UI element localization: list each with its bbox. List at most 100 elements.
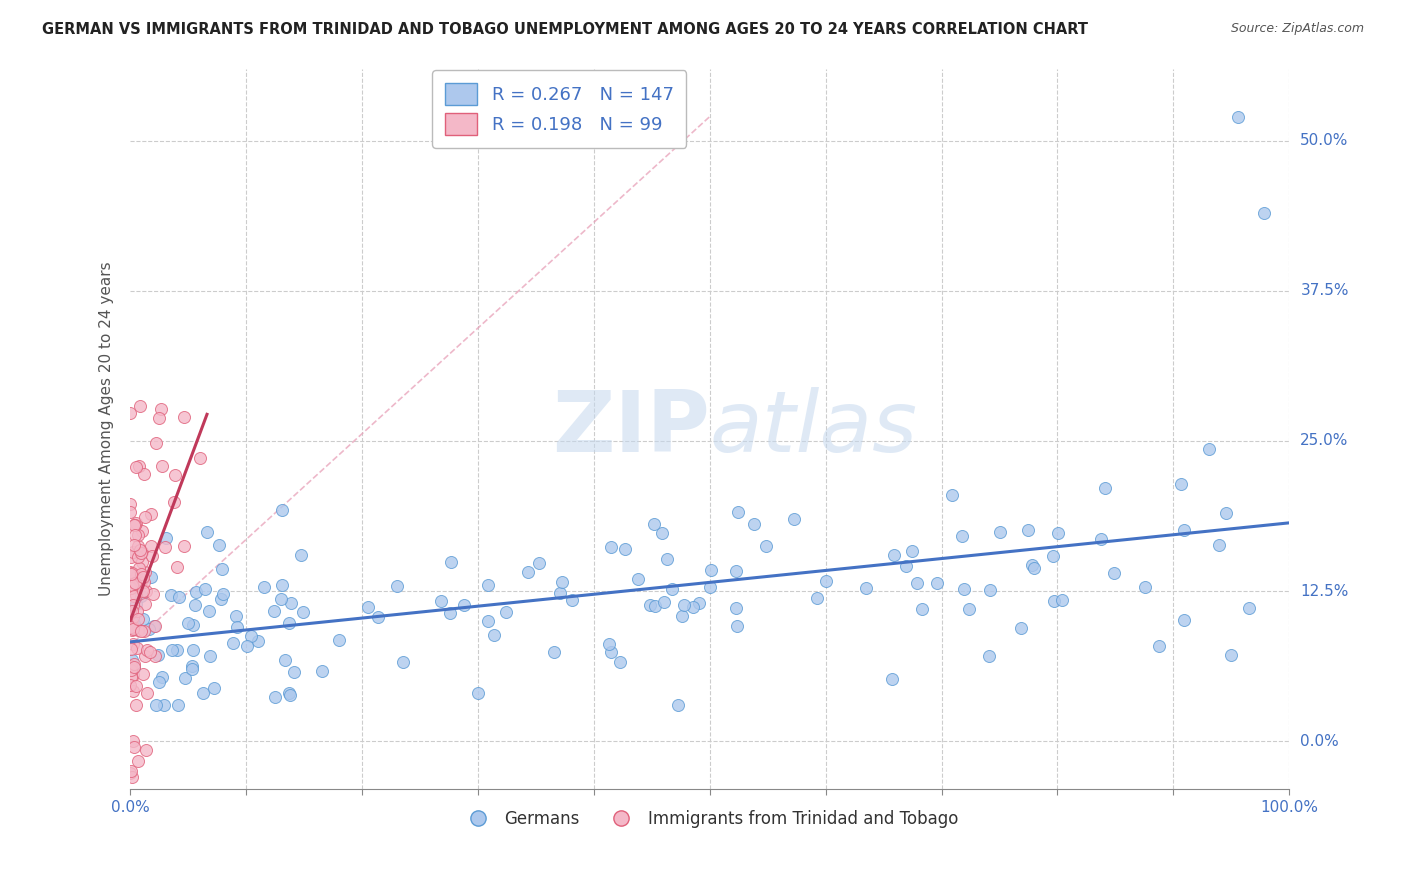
- Point: [183, 598, 205, 612]
- Point: [166, 560, 188, 574]
- Point: [125, 641, 148, 656]
- Text: 12.5%: 12.5%: [1301, 583, 1348, 599]
- Point: [744, 517, 766, 532]
- Point: [193, 582, 215, 596]
- Point: [911, 602, 934, 616]
- Point: [957, 602, 980, 616]
- Point: [120, 581, 142, 595]
- Point: [561, 592, 583, 607]
- Point: [882, 673, 904, 687]
- Point: [167, 590, 190, 604]
- Point: [145, 698, 167, 712]
- Point: [141, 570, 163, 584]
- Point: [699, 581, 721, 595]
- Point: [121, 653, 143, 667]
- Point: [125, 460, 148, 475]
- Point: [134, 575, 156, 590]
- Point: [643, 516, 665, 531]
- Point: [173, 409, 195, 424]
- Point: [149, 402, 172, 417]
- Text: GERMAN VS IMMIGRANTS FROM TRINIDAD AND TOBAGO UNEMPLOYMENT AMONG AGES 20 TO 24 Y: GERMAN VS IMMIGRANTS FROM TRINIDAD AND T…: [42, 22, 1088, 37]
- Point: [724, 601, 747, 615]
- Point: [236, 639, 259, 653]
- Point: [551, 575, 574, 590]
- Point: [290, 548, 312, 562]
- Point: [671, 608, 693, 623]
- Point: [1094, 481, 1116, 495]
- Point: [280, 596, 302, 610]
- Point: [122, 545, 145, 559]
- Point: [225, 609, 247, 624]
- Point: [979, 582, 1001, 597]
- Point: [222, 636, 245, 650]
- Point: [128, 458, 150, 473]
- Point: [666, 698, 689, 713]
- Point: [253, 580, 276, 594]
- Point: [124, 661, 146, 675]
- Point: [162, 643, 184, 657]
- Point: [120, 766, 142, 780]
- Point: [127, 754, 149, 768]
- Point: [202, 681, 225, 696]
- Point: [208, 538, 231, 552]
- Point: [120, 620, 142, 634]
- Point: [1208, 538, 1230, 552]
- Point: [184, 585, 207, 599]
- Point: [598, 637, 620, 651]
- Point: [925, 575, 948, 590]
- Point: [150, 458, 173, 473]
- Point: [1147, 640, 1170, 654]
- Point: [181, 643, 204, 657]
- Point: [453, 598, 475, 612]
- Text: 25.0%: 25.0%: [1301, 434, 1348, 449]
- Point: [120, 606, 142, 620]
- Point: [209, 591, 232, 606]
- Point: [121, 621, 143, 635]
- Point: [120, 670, 142, 684]
- Point: [1253, 205, 1275, 219]
- Point: [271, 578, 294, 592]
- Point: [529, 556, 551, 570]
- Point: [953, 582, 976, 597]
- Point: [138, 645, 160, 659]
- Point: [129, 543, 152, 558]
- Point: [1050, 592, 1073, 607]
- Point: [270, 591, 292, 606]
- Point: [124, 528, 146, 542]
- Point: [855, 582, 877, 596]
- Point: [121, 613, 143, 627]
- Point: [655, 551, 678, 566]
- Point: [148, 675, 170, 690]
- Point: [121, 578, 143, 592]
- Point: [181, 618, 204, 632]
- Text: 0.0%: 0.0%: [1301, 734, 1339, 748]
- Point: [688, 596, 710, 610]
- Point: [755, 539, 778, 553]
- Point: [153, 540, 176, 554]
- Point: [651, 526, 673, 541]
- Text: 50.0%: 50.0%: [1301, 133, 1348, 148]
- Point: [120, 764, 142, 779]
- Point: [122, 538, 145, 552]
- Point: [263, 604, 285, 618]
- Point: [180, 662, 202, 676]
- Point: [609, 655, 631, 669]
- Point: [121, 683, 143, 698]
- Point: [129, 567, 152, 582]
- Point: [197, 604, 219, 618]
- Point: [121, 770, 143, 784]
- Point: [129, 546, 152, 560]
- Point: [148, 411, 170, 425]
- Point: [134, 648, 156, 663]
- Point: [125, 570, 148, 584]
- Point: [440, 555, 463, 569]
- Point: [143, 619, 166, 633]
- Point: [188, 451, 211, 466]
- Point: [127, 549, 149, 564]
- Point: [907, 575, 929, 590]
- Point: [124, 518, 146, 533]
- Point: [1226, 110, 1249, 124]
- Point: [328, 632, 350, 647]
- Point: [135, 743, 157, 757]
- Point: [148, 648, 170, 663]
